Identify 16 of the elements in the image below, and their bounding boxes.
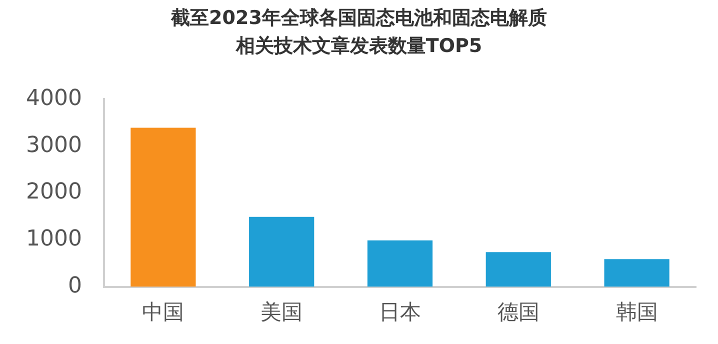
x-tick-label: 日本 — [378, 300, 421, 324]
x-tick-label: 中国 — [142, 300, 184, 324]
bar — [249, 216, 314, 287]
bar — [604, 259, 670, 287]
x-tick-label: 美国 — [260, 300, 303, 324]
bar — [367, 240, 433, 287]
x-tick-label: 德国 — [497, 300, 540, 324]
bar — [130, 128, 196, 287]
y-tick-label: 4000 — [26, 86, 82, 111]
x-tick-label: 韩国 — [616, 300, 658, 324]
chart-title: 截至2023年全球各国固态电池和固态电解质相关技术文章发表数量TOP5 — [170, 6, 548, 59]
y-tick-label: 3000 — [26, 132, 82, 158]
y-tick-label: 0 — [68, 274, 82, 299]
bar — [486, 252, 551, 287]
y-tick-label: 1000 — [26, 226, 82, 252]
y-tick-label: 2000 — [26, 180, 82, 205]
